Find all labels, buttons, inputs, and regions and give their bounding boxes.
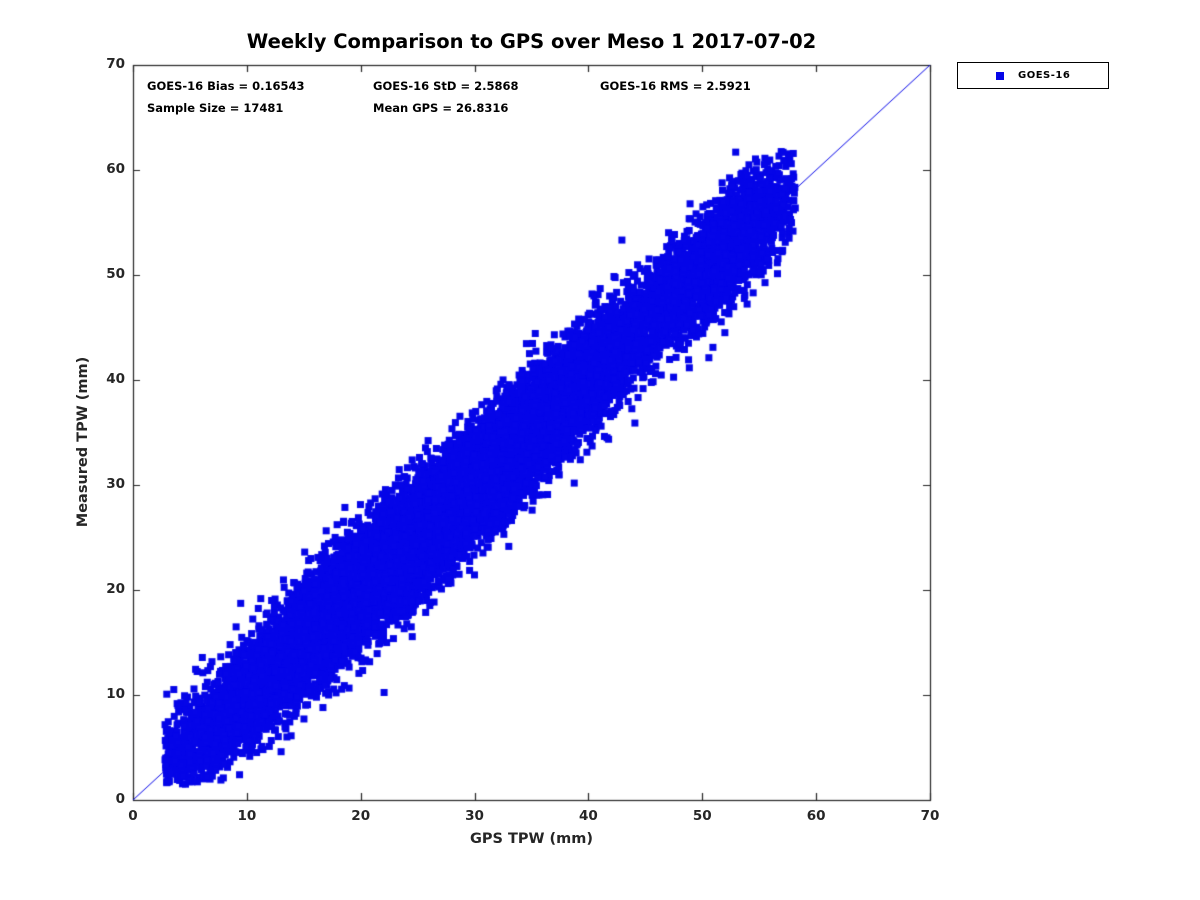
- y-tick-label: 10: [106, 686, 125, 702]
- chart-title: Weekly Comparison to GPS over Meso 1 201…: [246, 30, 817, 53]
- legend-marker-square-icon: [996, 71, 1004, 80]
- x-tick-label: 10: [237, 808, 257, 824]
- x-tick-label: 50: [692, 808, 712, 824]
- x-tick-label: 0: [128, 808, 138, 824]
- stat-rms: GOES-16 RMS = 2.5921: [600, 79, 751, 93]
- x-tick-label: 30: [465, 808, 484, 824]
- stat-std: GOES-16 StD = 2.5868: [373, 79, 519, 93]
- y-tick-label: 30: [106, 476, 125, 492]
- stat-sample-size: Sample Size = 17481: [147, 101, 284, 115]
- x-tick-label: 40: [579, 808, 598, 824]
- x-axis-label: GPS TPW (mm): [469, 831, 594, 847]
- legend-box: GOES-16: [957, 62, 1109, 89]
- y-tick-label: 50: [106, 266, 125, 282]
- x-tick-label: 60: [806, 808, 826, 824]
- stat-mean-gps: Mean GPS = 26.8316: [373, 101, 509, 115]
- y-tick-label: 70: [106, 56, 125, 72]
- y-tick-label: 0: [115, 791, 125, 807]
- y-tick-label: 20: [106, 581, 125, 597]
- x-tick-label: 20: [351, 808, 371, 824]
- x-tick-label: 70: [920, 808, 940, 824]
- y-tick-label: 60: [106, 161, 125, 177]
- stat-bias: GOES-16 Bias = 0.16543: [147, 79, 305, 93]
- legend-entry-label: GOES-16: [1018, 70, 1071, 81]
- y-tick-label: 40: [106, 371, 125, 387]
- y-axis-label: Measured TPW (mm): [75, 356, 91, 528]
